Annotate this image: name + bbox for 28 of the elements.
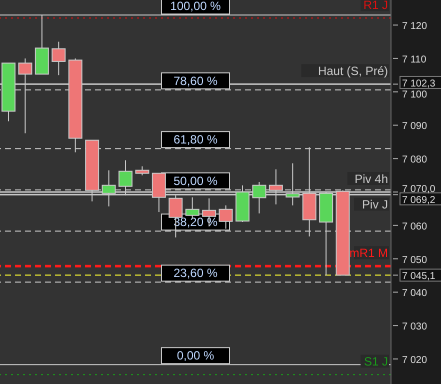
y-tick-label: 7 020 bbox=[402, 354, 428, 366]
y-tick-label: 7 030 bbox=[402, 322, 428, 333]
y-tick-label: 7 080 bbox=[402, 154, 428, 166]
annotation: 50,00 % bbox=[173, 174, 218, 188]
annotation: 0,00 % bbox=[176, 348, 215, 363]
y-tick-label: 7 090 bbox=[402, 121, 428, 132]
annotation: 23,60 % bbox=[173, 266, 218, 280]
y-tick-label: 7 050 bbox=[402, 254, 428, 266]
candlestick bbox=[135, 166, 150, 176]
ref-line-label: Piv J bbox=[362, 198, 388, 212]
y-tick-label: 7 120 bbox=[402, 21, 428, 32]
y-tick-label: 7 070,0 bbox=[402, 184, 436, 195]
ref-line-label: Piv 4h bbox=[354, 172, 388, 186]
annotation: 100,00 % bbox=[170, 0, 222, 14]
y-tick-label: 7 100 bbox=[402, 89, 428, 100]
ref-line-label: R1 J bbox=[363, 0, 388, 12]
ref-line-label: Haut (S, Pré) bbox=[318, 64, 388, 78]
y-tick-label: 7 045,1 bbox=[402, 271, 436, 282]
candlestick bbox=[52, 41, 66, 76]
y-tick-label: 7 069,2 bbox=[402, 194, 436, 206]
y-tick-label: 7 040 bbox=[402, 288, 428, 300]
y-tick-label: 7 110 bbox=[402, 54, 427, 66]
annotation: 61,80 % bbox=[173, 132, 218, 147]
ref-line-label: mR1 M bbox=[349, 246, 388, 260]
y-tick-label: 7 102,3 bbox=[402, 78, 436, 90]
ref-line-label: S1 J bbox=[364, 354, 388, 369]
annotation: 78,60 % bbox=[173, 74, 218, 88]
y-tick-label: 7 060 bbox=[402, 221, 428, 232]
